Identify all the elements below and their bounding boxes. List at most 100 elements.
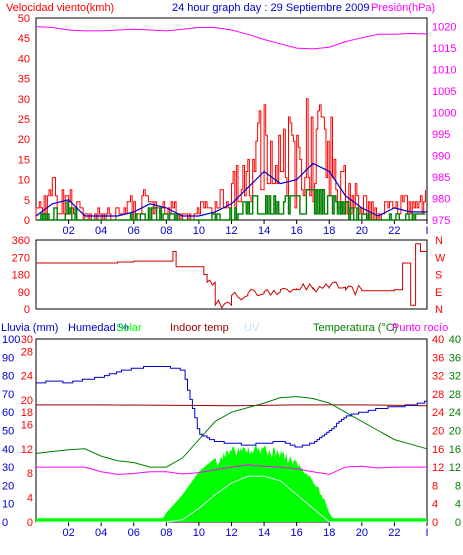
pressure-tick-label: 1000 <box>432 108 456 120</box>
temperature-tick-label: 24 <box>449 407 461 419</box>
humidity-axis-title: Humedad % <box>68 322 129 334</box>
wind-tick-label: 35 <box>18 74 30 86</box>
x-tick-label: 12 <box>225 527 237 539</box>
pressure-tick-label: 1020 <box>432 22 456 34</box>
temperature-line <box>35 396 428 468</box>
wind-tick-label: 15 <box>18 154 30 166</box>
temperature-tick-label: 16 <box>449 444 461 456</box>
rain-tick-label: 8 <box>27 468 33 480</box>
humidity-tick-label: 90 <box>2 352 14 364</box>
direction-tick-label: 180 <box>12 270 30 282</box>
x-tick-label: 22 <box>388 225 400 237</box>
x-tick-label: 22 <box>388 527 400 539</box>
pressure-tick-label: 1015 <box>432 43 456 55</box>
solar-legend: Solar <box>116 322 142 334</box>
chart-title: 24 hour graph day : 29 Septiembre 2009 <box>172 2 370 14</box>
temperature-tick-label: 8 <box>455 480 461 492</box>
pressure-tick-label: 990 <box>432 151 450 163</box>
rain-tick-label: 20 <box>21 395 33 407</box>
indoor-tick-label: 20 <box>432 426 444 438</box>
wind-tick-label: 10 <box>18 175 30 187</box>
humidity-tick-label: 30 <box>2 462 14 474</box>
direction-tick-label: 360 <box>12 235 30 247</box>
wind-tick-label: 40 <box>18 53 30 65</box>
humidity-tick-label: 60 <box>2 407 14 419</box>
indoor-tick-label: 40 <box>432 334 444 346</box>
wind-speed-line <box>35 98 426 221</box>
indoor-tick-label: 0 <box>432 517 438 529</box>
wind-average-line <box>35 162 427 217</box>
x-tick-label: 10 <box>193 527 205 539</box>
tick-label-layer: 5045403530252015105010201015101010051000… <box>2 13 461 539</box>
wind-tick-label: 30 <box>18 94 30 106</box>
x-tick-label: 06 <box>128 225 140 237</box>
pressure-tick-label: 985 <box>432 172 450 184</box>
rain-tick-label: 28 <box>21 346 33 358</box>
x-tick-label: I <box>425 225 428 237</box>
x-tick-label: 20 <box>356 225 368 237</box>
temperature-tick-label: 20 <box>449 426 461 438</box>
x-tick-label: 04 <box>95 225 107 237</box>
x-tick-label: 14 <box>258 527 270 539</box>
x-tick-label: 02 <box>62 527 74 539</box>
compass-label: N <box>435 235 443 247</box>
humidity-tick-label: 10 <box>2 499 14 511</box>
wind-tick-label: 0 <box>24 215 30 227</box>
wind-direction-line <box>36 243 427 309</box>
humidity-tick-label: 0 <box>2 517 8 529</box>
rain-tick-label: 4 <box>27 493 33 505</box>
rain-tick-label: 24 <box>21 371 33 383</box>
x-tick-label: 08 <box>160 225 172 237</box>
compass-label: S <box>435 270 442 282</box>
pressure-axis-title: Presión(hPa) <box>371 2 435 14</box>
wind-tick-label: 45 <box>18 33 30 45</box>
compass-label: W <box>435 252 446 264</box>
humidity-tick-label: 50 <box>2 426 14 438</box>
direction-tick-label: 270 <box>12 252 30 264</box>
rain-tick-label: 0 <box>27 517 33 529</box>
humidity-tick-label: 20 <box>2 480 14 492</box>
x-tick-label: 16 <box>291 225 303 237</box>
wind-tick-label: 25 <box>18 114 30 126</box>
pressure-tick-label: 1005 <box>432 86 456 98</box>
indoor-tick-label: 4 <box>432 499 438 511</box>
indoor-tick-label: 24 <box>432 407 444 419</box>
direction-tick-label: 90 <box>18 287 30 299</box>
humidity-tick-label: 80 <box>2 371 14 383</box>
temperature-tick-label: 36 <box>449 352 461 364</box>
x-tick-label: 12 <box>225 225 237 237</box>
x-tick-label: 18 <box>323 225 335 237</box>
dewpoint-line <box>36 464 427 475</box>
humidity-tick-label: 100 <box>2 334 20 346</box>
pressure-line <box>35 26 428 50</box>
x-tick-label: 16 <box>291 527 303 539</box>
x-tick-label: 10 <box>193 225 205 237</box>
temperature-tick-label: 4 <box>455 499 461 511</box>
uv-line <box>36 475 427 523</box>
rain-tick-label: 12 <box>21 444 33 456</box>
humidity-line <box>36 366 427 448</box>
x-tick-label: 18 <box>323 527 335 539</box>
indoor-tick-label: 36 <box>432 352 444 364</box>
temperature-tick-label: 32 <box>449 371 461 383</box>
temperature-tick-label: 28 <box>449 389 461 401</box>
wind-tick-label: 20 <box>18 134 30 146</box>
uv-legend: UV <box>244 322 260 334</box>
pressure-tick-label: 980 <box>432 194 450 206</box>
x-tick-label: 06 <box>128 527 140 539</box>
indoor-tick-label: 8 <box>432 480 438 492</box>
rain-tick-label: 18 <box>21 407 33 419</box>
indoor-temp-line <box>36 404 428 407</box>
compass-label: E <box>435 287 442 299</box>
x-tick-label: 08 <box>160 527 172 539</box>
indoor-tick-label: 32 <box>432 371 444 383</box>
rain-tick-label: 16 <box>21 419 33 431</box>
temperature-tick-label: 40 <box>449 334 461 346</box>
wind-axis-title: Velocidad viento(kmh) <box>6 2 114 14</box>
x-tick-label: 14 <box>258 225 270 237</box>
indoor-tick-label: 16 <box>432 444 444 456</box>
temperature-tick-label: 0 <box>455 517 461 529</box>
pressure-tick-label: 995 <box>432 129 450 141</box>
x-tick-label: 02 <box>62 225 74 237</box>
